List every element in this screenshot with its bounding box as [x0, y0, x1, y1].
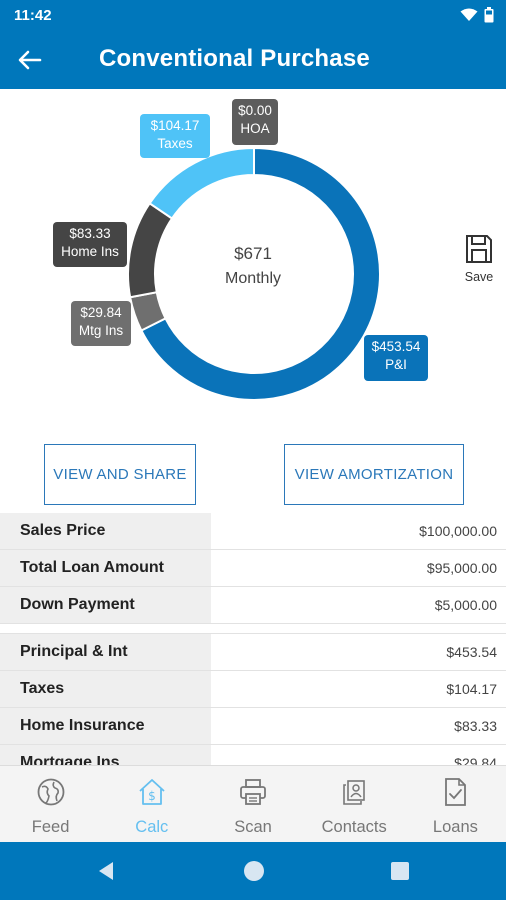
- contacts-icon: [338, 776, 370, 808]
- save-label: Save: [464, 270, 494, 284]
- table-row-principal-int: Principal & Int $453.54: [0, 634, 506, 671]
- table-row-taxes: Taxes $104.17: [0, 671, 506, 708]
- section-divider: [0, 624, 506, 634]
- callout-mtg-ins: $29.84 Mtg Ins: [71, 301, 131, 346]
- callout-hoa-amount: $0.00: [238, 103, 272, 118]
- loan-details-table[interactable]: Sales Price $100,000.00 Total Loan Amoun…: [0, 513, 506, 765]
- callout-mtg-ins-amount: $29.84: [80, 305, 122, 320]
- row-label: Taxes: [0, 671, 211, 707]
- row-value: $29.84: [454, 755, 497, 765]
- callout-pi-label: P&I: [385, 357, 407, 372]
- page-title: Conventional Purchase: [99, 45, 370, 72]
- save-button[interactable]: Save: [458, 234, 500, 286]
- callout-home-ins-label: Home Ins: [61, 244, 119, 259]
- house-dollar-icon: $: [136, 776, 168, 808]
- system-nav-bar: [0, 842, 506, 900]
- callout-home-ins: $83.33 Home Ins: [53, 222, 127, 267]
- globe-icon: [35, 776, 67, 808]
- row-label: Sales Price: [0, 513, 211, 549]
- callout-hoa-label: HOA: [240, 121, 270, 136]
- triangle-back-icon: [99, 862, 113, 880]
- app-bar: Conventional Purchase: [0, 30, 506, 89]
- payment-donut-chart: [127, 146, 381, 401]
- table-row-down-payment: Down Payment $5,000.00: [0, 587, 506, 624]
- row-value: $83.33: [454, 718, 497, 734]
- circle-home-icon: [244, 861, 264, 881]
- nav-label-scan: Scan: [234, 818, 272, 836]
- row-value: $104.17: [446, 681, 497, 697]
- nav-item-loans[interactable]: Loans: [405, 766, 506, 842]
- row-value: $100,000.00: [419, 523, 497, 539]
- table-row-total-loan-amount: Total Loan Amount $95,000.00: [0, 550, 506, 587]
- row-value: $95,000.00: [426, 560, 497, 576]
- payment-chart-area: $671 Monthly $0.00 HOA $104.17 Taxes $83…: [0, 89, 506, 429]
- wifi-icon: [460, 8, 478, 21]
- callout-hoa: $0.00 HOA: [232, 99, 278, 145]
- bottom-nav: Feed $ Calc Scan: [0, 765, 506, 842]
- monthly-payment-label: Monthly: [224, 270, 282, 287]
- nav-item-feed[interactable]: Feed: [0, 766, 101, 842]
- system-back-button[interactable]: [93, 858, 119, 884]
- nav-label-loans: Loans: [432, 818, 478, 836]
- row-label: Mortgage Ins: [0, 745, 211, 765]
- row-label: Total Loan Amount: [0, 550, 211, 586]
- printer-icon: [237, 776, 269, 808]
- nav-item-calc[interactable]: $ Calc: [101, 766, 202, 842]
- row-label: Principal & Int: [0, 634, 211, 670]
- document-check-icon: [439, 776, 471, 808]
- row-label: Home Insurance: [0, 708, 211, 744]
- save-icon: [466, 235, 492, 263]
- status-time: 11:42: [14, 7, 52, 24]
- callout-taxes-amount: $104.17: [150, 118, 200, 133]
- row-value: $453.54: [446, 644, 497, 660]
- row-value: $5,000.00: [434, 597, 497, 613]
- status-bar: 11:42: [0, 0, 506, 30]
- back-button[interactable]: [14, 44, 46, 76]
- view-amortization-button[interactable]: VIEW AMORTIZATION: [284, 444, 464, 505]
- callout-home-ins-amount: $83.33: [69, 226, 111, 241]
- donut-hole: [155, 175, 353, 373]
- system-recents-button[interactable]: [387, 858, 413, 884]
- callout-taxes-label: Taxes: [157, 136, 193, 151]
- nav-label-feed: Feed: [31, 818, 70, 836]
- status-icons: [460, 6, 494, 24]
- callout-pi-amount: $453.54: [371, 339, 421, 354]
- system-home-button[interactable]: [241, 858, 267, 884]
- callout-taxes: $104.17 Taxes: [140, 114, 210, 158]
- arrow-left-icon: [18, 50, 42, 70]
- svg-text:$: $: [148, 789, 156, 803]
- table-row-home-insurance: Home Insurance $83.33: [0, 708, 506, 745]
- callout-pi: $453.54 P&I: [364, 335, 428, 381]
- table-row-sales-price: Sales Price $100,000.00: [0, 513, 506, 550]
- nav-label-contacts: Contacts: [321, 818, 387, 836]
- square-recents-icon: [391, 862, 409, 880]
- callout-mtg-ins-label: Mtg Ins: [78, 323, 124, 338]
- nav-label-calc: Calc: [135, 818, 169, 836]
- view-and-share-button[interactable]: VIEW AND SHARE: [44, 444, 196, 505]
- battery-icon: [484, 7, 494, 23]
- monthly-payment-amount: $671: [234, 244, 272, 263]
- nav-item-contacts[interactable]: Contacts: [304, 766, 405, 842]
- nav-item-scan[interactable]: Scan: [202, 766, 303, 842]
- row-label: Down Payment: [0, 587, 211, 623]
- table-row-mortgage-ins: Mortgage Ins $29.84: [0, 745, 506, 765]
